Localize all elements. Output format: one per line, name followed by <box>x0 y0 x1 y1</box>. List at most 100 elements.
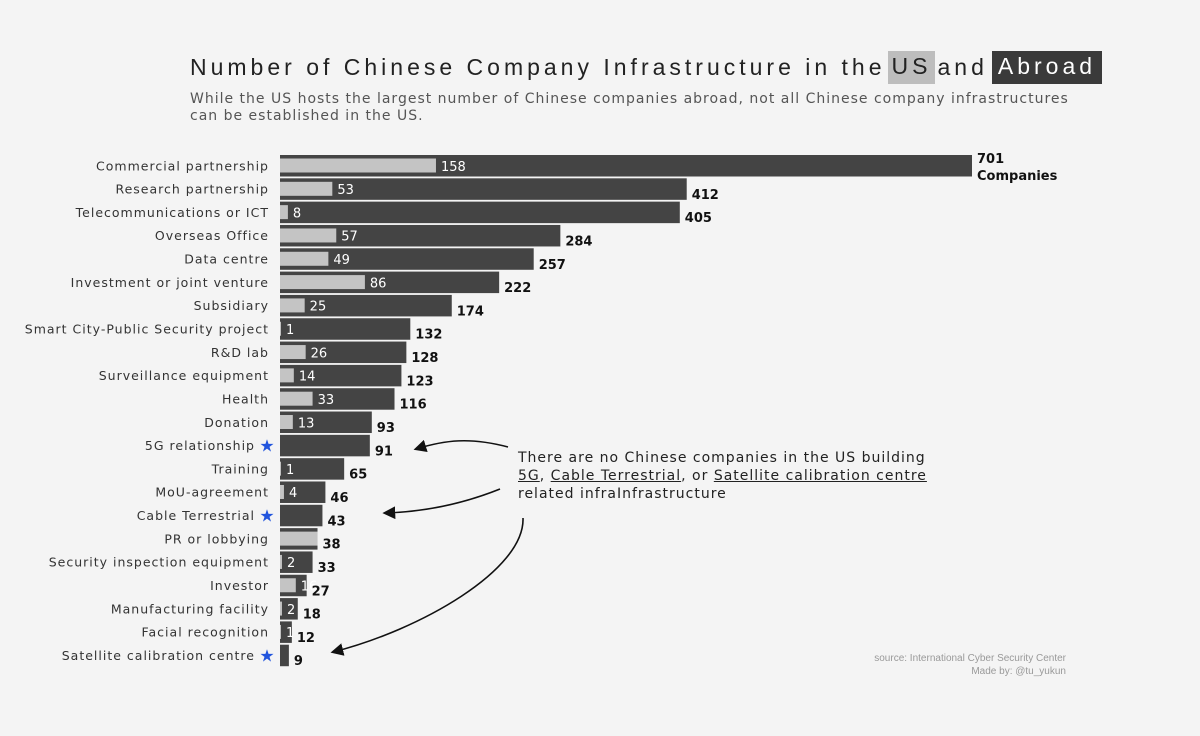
category-label-training: Training <box>211 461 269 476</box>
bar-us-r-d-lab <box>280 345 306 360</box>
bar-us-data-centre <box>280 251 329 266</box>
annotation-or: or <box>692 468 709 484</box>
us-value-label-manufacturing-facility: 2 <box>287 603 295 618</box>
bar-abroad-subsidiary <box>280 294 452 317</box>
author-text: Made by: @tu_yukun <box>971 666 1066 677</box>
total-value-label-security-inspection-equipment: 33 <box>318 561 336 576</box>
title-text: Number of Chinese Company Infrastructure… <box>190 53 886 80</box>
bar-abroad-training <box>280 458 345 480</box>
bar-abroad-5g-relationship <box>280 434 370 457</box>
annotation-satellite: Satellite calibration centre <box>713 468 927 484</box>
category-label-surveillance-equipment: Surveillance equipment <box>99 368 269 383</box>
us-value-label-overseas-office: 57 <box>341 230 358 245</box>
category-label-investor: Investor <box>210 578 269 593</box>
bar-us-investment-or-joint-venture <box>280 275 365 290</box>
category-label-facial-recognition: Facial recognition <box>141 625 269 640</box>
bar-us-surveillance-equipment <box>280 368 294 383</box>
total-value-label-investor: 27 <box>312 584 330 599</box>
chart-title: Number of Chinese Company Infrastructure… <box>190 50 1103 84</box>
bar-us-investor <box>280 578 296 593</box>
us-value-label-surveillance-equipment: 14 <box>299 370 316 385</box>
bar-us-facial-recognition <box>280 624 281 639</box>
total-value-label-research-partnership: 412 <box>692 188 719 203</box>
us-value-label-investment-or-joint-venture: 86 <box>370 276 387 291</box>
total-value-label-training: 65 <box>349 468 367 483</box>
title-abroad-highlight: Abroad <box>991 50 1103 84</box>
us-value-label-commercial-partnership: 158 <box>441 160 466 175</box>
category-label-data-centre: Data centre <box>184 252 269 267</box>
bar-abroad-overseas-office <box>280 224 561 247</box>
total-value-label-overseas-office: 284 <box>565 234 592 249</box>
bar-us-commercial-partnership <box>280 158 436 173</box>
bar-abroad-mou-agreement <box>280 481 326 503</box>
arrow-5g <box>413 439 509 453</box>
total-units-label: Companies <box>977 169 1058 184</box>
us-value-label-r-d-lab: 26 <box>311 346 328 361</box>
bar-abroad-telecommunications-or-ict <box>280 201 680 224</box>
category-label-satellite-calibration-centre: Satellite calibration centre <box>62 648 255 663</box>
bar-abroad-cable-terrestrial <box>280 504 323 527</box>
annotation-line-3: related infraInfrastructure <box>518 486 727 502</box>
annotation-note: There are no Chinese companies in the US… <box>518 449 938 503</box>
bar-abroad-facial-recognition <box>280 621 292 643</box>
bar-abroad-satellite-calibration-centre <box>280 644 289 667</box>
bar-abroad-research-partnership <box>280 178 687 200</box>
total-value-label-r-d-lab: 128 <box>411 351 438 366</box>
bar-us-telecommunications-or-ict <box>280 205 288 220</box>
total-value-label-manufacturing-facility: 18 <box>303 608 321 623</box>
bar-us-manufacturing-facility <box>280 601 282 616</box>
us-value-label-training: 1 <box>286 463 294 478</box>
category-label-pr-or-lobbying: PR or lobbying <box>164 531 269 546</box>
total-value-label-facial-recognition: 12 <box>297 631 315 646</box>
total-value-label-5g-relationship: 91 <box>375 444 393 459</box>
total-value-label-smart-city-public-security-project: 132 <box>415 328 442 343</box>
title-and: and <box>937 53 988 80</box>
total-value-label-donation: 93 <box>377 421 395 436</box>
total-value-label-cable-terrestrial: 43 <box>327 514 345 529</box>
us-value-label-health: 33 <box>318 393 335 408</box>
bar-abroad-smart-city-public-security-project <box>280 318 411 340</box>
category-label-r-d-lab: R&D lab <box>211 345 269 360</box>
category-label-investment-or-joint-venture: Investment or joint venture <box>71 275 269 290</box>
total-value-label-commercial-partnership: 701 <box>977 152 1004 167</box>
us-value-label-investor: 16 <box>301 580 318 595</box>
category-label-overseas-office: Overseas Office <box>155 228 269 243</box>
bar-abroad-commercial-partnership <box>280 155 972 177</box>
bar-us-subsidiary <box>280 298 305 313</box>
annotation-5g: 5G <box>518 468 540 484</box>
category-label-5g-relationship: 5G relationship <box>145 438 255 453</box>
category-label-telecommunications-or-ict: Telecommunications or ICT <box>75 205 269 220</box>
bar-us-security-inspection-equipment <box>280 554 282 569</box>
us-value-label-research-partnership: 53 <box>337 183 354 198</box>
category-label-cable-terrestrial: Cable Terrestrial <box>137 508 255 523</box>
bar-us-research-partnership <box>280 181 333 196</box>
category-label-health: Health <box>222 391 269 406</box>
source-text: source: International Cyber Security Cen… <box>874 653 1066 664</box>
category-label-smart-city-public-security-project: Smart City-Public Security project <box>25 321 269 336</box>
us-value-label-facial-recognition: 1 <box>286 626 294 641</box>
bar-us-health <box>280 391 313 406</box>
total-value-label-pr-or-lobbying: 38 <box>323 538 341 553</box>
annotation-cable: Cable Terrestrial <box>550 468 682 484</box>
arrow-satellite <box>330 517 524 656</box>
title-us-highlight: US <box>887 50 936 84</box>
total-value-label-health: 116 <box>400 398 427 413</box>
us-value-label-smart-city-public-security-project: 1 <box>286 323 294 338</box>
bar-abroad-surveillance-equipment <box>280 364 402 387</box>
bar-us-donation <box>280 415 293 430</box>
bar-abroad-manufacturing-facility <box>280 598 298 620</box>
total-value-label-telecommunications-or-ict: 405 <box>685 211 712 226</box>
bar-us-overseas-office <box>280 228 337 243</box>
category-label-commercial-partnership: Commercial partnership <box>96 158 269 173</box>
chart-subtitle: While the US hosts the largest number of… <box>190 91 1069 124</box>
bar-us-smart-city-public-security-project <box>280 321 281 336</box>
bar-abroad-r-d-lab <box>280 341 407 364</box>
category-label-security-inspection-equipment: Security inspection equipment <box>49 555 269 570</box>
category-label-mou-agreement: MoU-agreement <box>155 485 269 500</box>
arrow-cable <box>382 488 501 520</box>
bar-abroad-security-inspection-equipment <box>280 551 313 573</box>
us-value-label-telecommunications-or-ict: 8 <box>293 206 301 221</box>
total-value-label-surveillance-equipment: 123 <box>406 374 433 389</box>
us-value-label-subsidiary: 25 <box>310 300 327 315</box>
